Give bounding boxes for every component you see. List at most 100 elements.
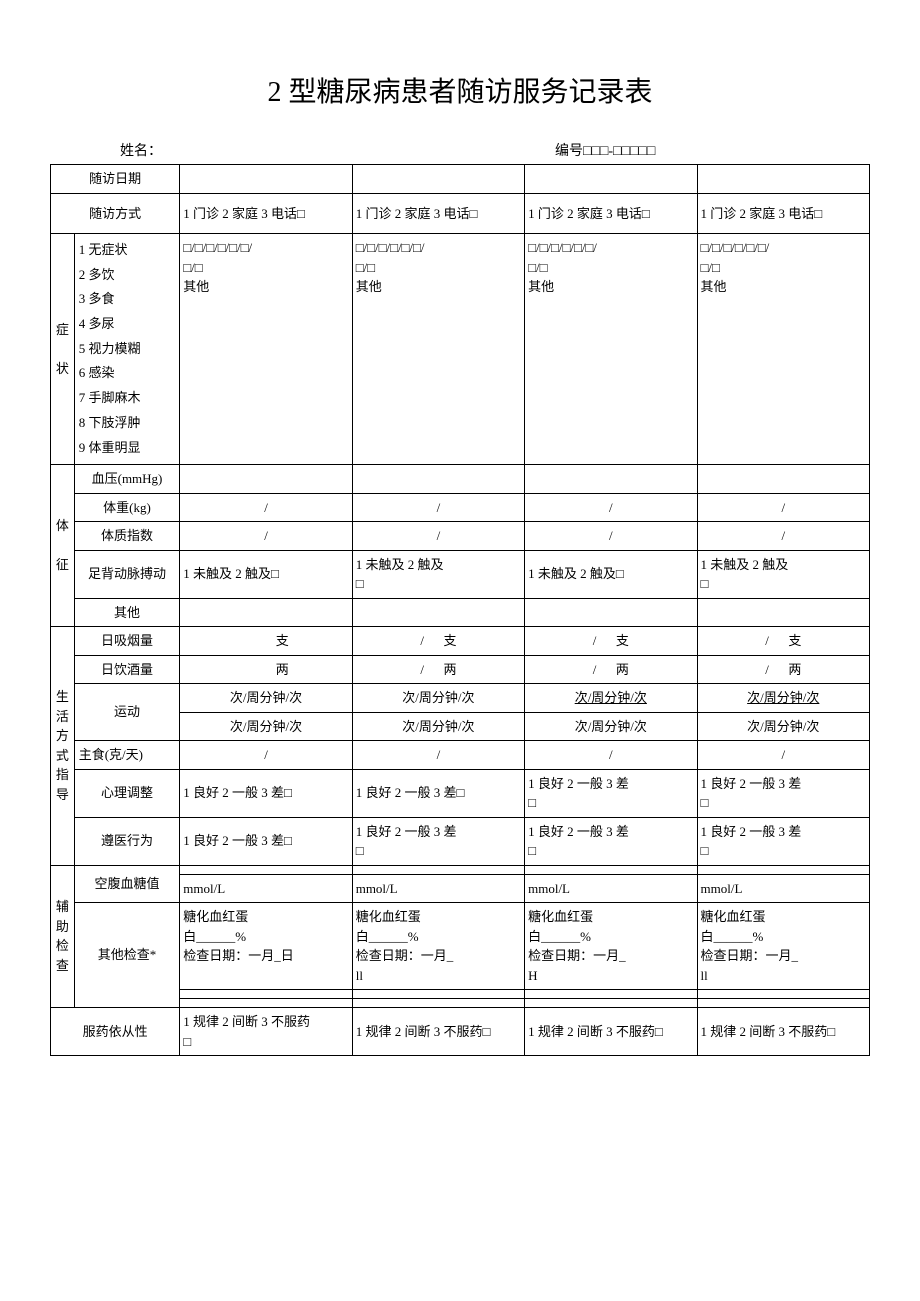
symptoms-4[interactable]: □/□/□/□/□/□/ □/□ 其他 bbox=[697, 234, 869, 465]
table-row: 随访方式 1 门诊 2 家庭 3 电话□ 1 门诊 2 家庭 3 电话□ 1 门… bbox=[51, 193, 870, 234]
psych-4[interactable]: 1 良好 2 一般 3 差□ bbox=[697, 769, 869, 817]
visit-method-2[interactable]: 1 门诊 2 家庭 3 电话□ bbox=[352, 193, 524, 234]
staple-2[interactable]: / bbox=[352, 741, 524, 770]
visit-date-4[interactable] bbox=[697, 165, 869, 194]
fbg-4u: mmol/L bbox=[697, 874, 869, 903]
drink-3[interactable]: / 两 bbox=[525, 655, 697, 684]
signs-other-label: 其他 bbox=[74, 598, 180, 627]
exercise-1a[interactable]: 次/周分钟/次 bbox=[180, 684, 352, 713]
bmi-1[interactable]: / bbox=[180, 522, 352, 551]
exercise-1b[interactable]: 次/周分钟/次 bbox=[180, 712, 352, 741]
table-row: 其他检查* 糖化血红蛋 白______% 检查日期：一月_日 糖化血红蛋 白__… bbox=[51, 903, 870, 990]
compliance-3[interactable]: 1 良好 2 一般 3 差□ bbox=[525, 817, 697, 865]
bmi-4[interactable]: / bbox=[697, 522, 869, 551]
visit-date-3[interactable] bbox=[525, 165, 697, 194]
fbg-4v[interactable] bbox=[697, 865, 869, 874]
weight-3[interactable]: / bbox=[525, 493, 697, 522]
fbg-3v[interactable] bbox=[525, 865, 697, 874]
psych-1[interactable]: 1 良好 2 一般 3 差□ bbox=[180, 769, 352, 817]
smoke-label: 日吸烟量 bbox=[74, 627, 180, 656]
table-row: 心理调整 1 良好 2 一般 3 差□ 1 良好 2 一般 3 差□ 1 良好 … bbox=[51, 769, 870, 817]
pulse-1[interactable]: 1 未触及 2 触及□ bbox=[180, 550, 352, 598]
bp-3[interactable] bbox=[525, 465, 697, 494]
psych-2[interactable]: 1 良好 2 一般 3 差□ bbox=[352, 769, 524, 817]
aux-blank-2b[interactable] bbox=[352, 999, 524, 1008]
exercise-3b[interactable]: 次/周分钟/次 bbox=[525, 712, 697, 741]
visit-method-3[interactable]: 1 门诊 2 家庭 3 电话□ bbox=[525, 193, 697, 234]
visit-method-1[interactable]: 1 门诊 2 家庭 3 电话□ bbox=[180, 193, 352, 234]
aux-other-2[interactable]: 糖化血红蛋 白______% 检查日期：一月_ ll bbox=[352, 903, 524, 990]
symptoms-list: 1 无症状 2 多饮 3 多食 4 多尿 5 视力模糊 6 感染 7 手脚麻木 … bbox=[74, 234, 180, 465]
bp-2[interactable] bbox=[352, 465, 524, 494]
weight-2[interactable]: / bbox=[352, 493, 524, 522]
aux-blank-2a[interactable] bbox=[352, 990, 524, 999]
pulse-2[interactable]: 1 未触及 2 触及□ bbox=[352, 550, 524, 598]
bp-label: 血压(mmHg) bbox=[74, 465, 180, 494]
compliance-2[interactable]: 1 良好 2 一般 3 差□ bbox=[352, 817, 524, 865]
bp-1[interactable] bbox=[180, 465, 352, 494]
aux-other-3[interactable]: 糖化血红蛋 白______% 检查日期：一月_ H bbox=[525, 903, 697, 990]
staple-3[interactable]: / bbox=[525, 741, 697, 770]
fbg-1u: mmol/L bbox=[180, 874, 352, 903]
visit-date-2[interactable] bbox=[352, 165, 524, 194]
table-row: 其他 bbox=[51, 598, 870, 627]
bmi-2[interactable]: / bbox=[352, 522, 524, 551]
symptoms-group: 症状 bbox=[51, 234, 75, 465]
smoke-1[interactable]: 支 bbox=[180, 627, 352, 656]
visit-date-label: 随访日期 bbox=[51, 165, 180, 194]
psych-3[interactable]: 1 良好 2 一般 3 差□ bbox=[525, 769, 697, 817]
adherence-2[interactable]: 1 规律 2 间断 3 不服药□ bbox=[352, 1008, 524, 1056]
pulse-label: 足背动脉搏动 bbox=[74, 550, 180, 598]
fbg-2v[interactable] bbox=[352, 865, 524, 874]
weight-label: 体重(kg) bbox=[74, 493, 180, 522]
drink-2[interactable]: / 两 bbox=[352, 655, 524, 684]
symptoms-1[interactable]: □/□/□/□/□/□/ □/□ 其他 bbox=[180, 234, 352, 465]
aux-blank-3a[interactable] bbox=[525, 990, 697, 999]
exercise-4b[interactable]: 次/周分钟/次 bbox=[697, 712, 869, 741]
symptoms-3[interactable]: □/□/□/□/□/□/ □/□ 其他 bbox=[525, 234, 697, 465]
adherence-3[interactable]: 1 规律 2 间断 3 不服药□ bbox=[525, 1008, 697, 1056]
aux-blank-1b[interactable] bbox=[180, 999, 352, 1008]
aux-blank-3b[interactable] bbox=[525, 999, 697, 1008]
aux-blank-1a[interactable] bbox=[180, 990, 352, 999]
smoke-3[interactable]: / 支 bbox=[525, 627, 697, 656]
visit-date-1[interactable] bbox=[180, 165, 352, 194]
aux-group: 辅助检查 bbox=[51, 865, 75, 1008]
compliance-1[interactable]: 1 良好 2 一般 3 差□ bbox=[180, 817, 352, 865]
followup-table: 随访日期 随访方式 1 门诊 2 家庭 3 电话□ 1 门诊 2 家庭 3 电话… bbox=[50, 164, 870, 1056]
form-header: 姓名： 编号□□□-□□□□□ bbox=[50, 140, 870, 160]
aux-other-4[interactable]: 糖化血红蛋 白______% 检查日期：一月_ ll bbox=[697, 903, 869, 990]
exercise-3a[interactable]: 次/周分钟/次 bbox=[525, 684, 697, 713]
pulse-3[interactable]: 1 未触及 2 触及□ bbox=[525, 550, 697, 598]
signs-other-4[interactable] bbox=[697, 598, 869, 627]
aux-blank-4a[interactable] bbox=[697, 990, 869, 999]
adherence-4[interactable]: 1 规律 2 间断 3 不服药□ bbox=[697, 1008, 869, 1056]
psych-label: 心理调整 bbox=[74, 769, 180, 817]
weight-4[interactable]: / bbox=[697, 493, 869, 522]
exercise-4a[interactable]: 次/周分钟/次 bbox=[697, 684, 869, 713]
signs-other-3[interactable] bbox=[525, 598, 697, 627]
bmi-3[interactable]: / bbox=[525, 522, 697, 551]
drink-label: 日饮酒量 bbox=[74, 655, 180, 684]
drink-4[interactable]: / 两 bbox=[697, 655, 869, 684]
adherence-1[interactable]: 1 规律 2 间断 3 不服药 □ bbox=[180, 1008, 352, 1056]
staple-4[interactable]: / bbox=[697, 741, 869, 770]
exercise-2b[interactable]: 次/周分钟/次 bbox=[352, 712, 524, 741]
fbg-3u: mmol/L bbox=[525, 874, 697, 903]
exercise-2a[interactable]: 次/周分钟/次 bbox=[352, 684, 524, 713]
bp-4[interactable] bbox=[697, 465, 869, 494]
signs-other-2[interactable] bbox=[352, 598, 524, 627]
aux-blank-4b[interactable] bbox=[697, 999, 869, 1008]
signs-other-1[interactable] bbox=[180, 598, 352, 627]
staple-1[interactable]: / bbox=[180, 741, 352, 770]
smoke-2[interactable]: / 支 bbox=[352, 627, 524, 656]
drink-1[interactable]: 两 bbox=[180, 655, 352, 684]
smoke-4[interactable]: / 支 bbox=[697, 627, 869, 656]
visit-method-4[interactable]: 1 门诊 2 家庭 3 电话□ bbox=[697, 193, 869, 234]
aux-other-1[interactable]: 糖化血红蛋 白______% 检查日期：一月_日 bbox=[180, 903, 352, 990]
compliance-4[interactable]: 1 良好 2 一般 3 差□ bbox=[697, 817, 869, 865]
weight-1[interactable]: / bbox=[180, 493, 352, 522]
pulse-4[interactable]: 1 未触及 2 触及□ bbox=[697, 550, 869, 598]
symptoms-2[interactable]: □/□/□/□/□/□/ □/□ 其他 bbox=[352, 234, 524, 465]
fbg-1v[interactable] bbox=[180, 865, 352, 874]
